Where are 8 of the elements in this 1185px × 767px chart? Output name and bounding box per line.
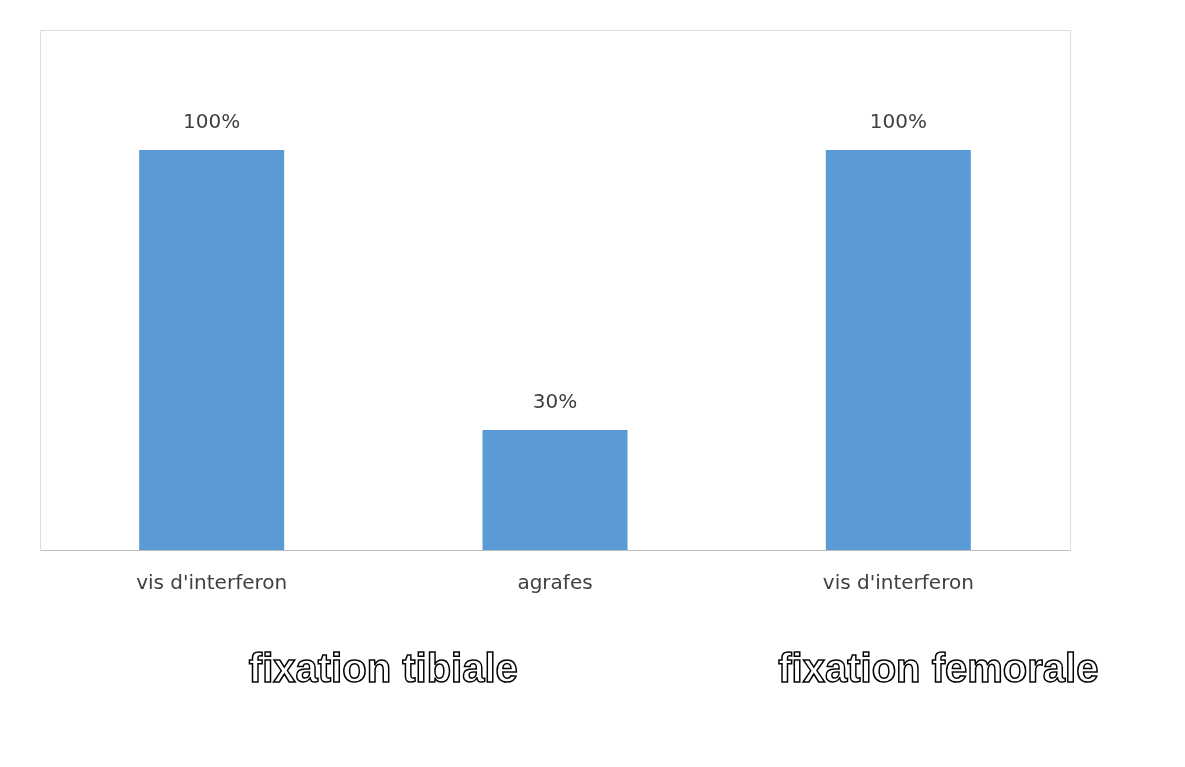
text: fixation tibiale	[248, 646, 518, 690]
data-label: 100%	[183, 109, 241, 133]
text: fixation femorale	[778, 646, 1099, 690]
data-label: 30%	[532, 389, 578, 413]
data-label: 100%	[869, 109, 927, 133]
x-tick-label: vis d'interferon	[822, 569, 974, 594]
x-tick-label: agrafes	[517, 569, 593, 594]
x-tick-label: vis d'interferon	[136, 569, 288, 594]
